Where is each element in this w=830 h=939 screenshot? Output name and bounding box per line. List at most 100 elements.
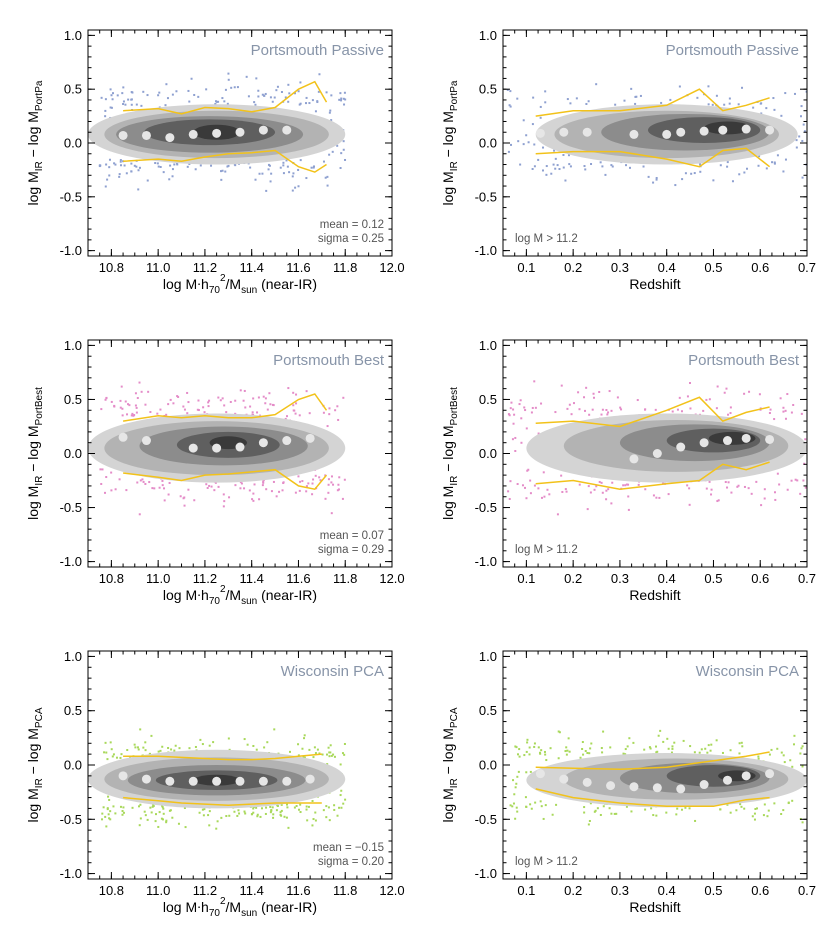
scatter-point bbox=[716, 500, 719, 503]
scatter-point bbox=[303, 756, 306, 759]
scatter-point bbox=[245, 75, 248, 78]
scatter-point bbox=[308, 102, 311, 105]
scatter-point bbox=[243, 738, 246, 741]
scatter-point bbox=[113, 162, 116, 165]
scatter-point bbox=[541, 169, 544, 172]
scatter-point bbox=[299, 811, 302, 814]
scatter-point bbox=[523, 754, 526, 757]
scatter-point bbox=[108, 158, 111, 161]
scatter-point bbox=[537, 432, 540, 435]
scatter-point bbox=[334, 409, 337, 412]
scatter-point bbox=[110, 489, 113, 492]
scatter-point bbox=[208, 744, 211, 747]
scatter-point bbox=[196, 408, 199, 411]
scatter-point bbox=[161, 745, 164, 748]
scatter-point bbox=[740, 805, 743, 808]
y-tick-label: 0.5 bbox=[479, 82, 497, 97]
scatter-point bbox=[557, 757, 560, 760]
scatter-point bbox=[330, 481, 333, 484]
scatter-point bbox=[219, 399, 222, 402]
scatter-point bbox=[508, 414, 511, 417]
median-marker bbox=[165, 133, 175, 143]
scatter-point bbox=[533, 745, 536, 748]
x-tick-label: 11.2 bbox=[193, 571, 217, 586]
scatter-point bbox=[518, 403, 521, 406]
x-label-dot: . bbox=[197, 583, 201, 599]
scatter-point bbox=[330, 94, 333, 97]
scatter-point bbox=[325, 816, 328, 819]
scatter-point bbox=[164, 104, 167, 107]
scatter-point bbox=[222, 493, 225, 496]
scatter-point bbox=[650, 807, 653, 810]
scatter-point bbox=[543, 750, 546, 753]
x-tick-label: 0.4 bbox=[658, 571, 676, 586]
scatter-point bbox=[337, 483, 340, 486]
scatter-point bbox=[311, 799, 314, 802]
scatter-point bbox=[299, 803, 302, 806]
x-tick-label: 11.0 bbox=[146, 260, 170, 275]
scatter-point bbox=[538, 751, 541, 754]
scatter-point bbox=[305, 390, 308, 393]
scatter-point bbox=[344, 98, 347, 101]
scatter-point bbox=[287, 83, 290, 86]
scatter-point bbox=[592, 392, 595, 395]
scatter-point bbox=[773, 491, 776, 494]
scatter-point bbox=[610, 812, 613, 815]
scatter-point bbox=[306, 819, 309, 822]
scatter-point bbox=[339, 92, 342, 95]
scatter-point bbox=[156, 412, 159, 415]
x-axis-label: Redshift bbox=[629, 587, 680, 603]
scatter-point bbox=[737, 484, 740, 487]
scatter-point bbox=[108, 798, 111, 801]
scatter-point bbox=[528, 753, 531, 756]
scatter-point bbox=[252, 492, 255, 495]
scatter-point bbox=[786, 488, 789, 491]
scatter-point bbox=[279, 166, 282, 169]
scatter-point bbox=[299, 480, 302, 483]
scatter-point bbox=[588, 413, 591, 416]
scatter-point bbox=[514, 745, 517, 748]
scatter-point bbox=[566, 749, 569, 752]
y-axis-label: log MIR − log MPortBest bbox=[440, 387, 460, 520]
scatter-point bbox=[137, 748, 140, 751]
scatter-point bbox=[146, 94, 149, 97]
scatter-point bbox=[126, 749, 129, 752]
median-marker bbox=[662, 129, 672, 139]
scatter-point bbox=[158, 91, 161, 94]
scatter-point bbox=[707, 744, 710, 747]
scatter-point bbox=[642, 165, 645, 168]
scatter-point bbox=[336, 489, 339, 492]
scatter-point bbox=[330, 119, 333, 122]
scatter-point bbox=[273, 96, 276, 99]
median-marker bbox=[258, 125, 268, 135]
scatter-point bbox=[799, 752, 802, 755]
scatter-point bbox=[150, 811, 153, 814]
scatter-point bbox=[599, 161, 602, 164]
scatter-point bbox=[706, 751, 709, 754]
scatter-point bbox=[157, 94, 160, 97]
scatter-point bbox=[327, 746, 330, 749]
scatter-point bbox=[295, 393, 298, 396]
scatter-point bbox=[333, 804, 336, 807]
scatter-point bbox=[201, 808, 204, 811]
scatter-point bbox=[514, 449, 517, 452]
scatter-point bbox=[748, 390, 751, 393]
scatter-point bbox=[171, 175, 174, 178]
chart-panel-3: 10.8 11.0 11.2 11.4 11.6 11.8 12.0 -1.0 -0.5 0.0 0… bbox=[25, 338, 405, 607]
median-marker bbox=[652, 783, 662, 793]
scatter-point bbox=[106, 178, 109, 181]
scatter-point bbox=[297, 743, 300, 746]
scatter-point bbox=[262, 480, 265, 483]
scatter-point bbox=[707, 85, 710, 88]
scatter-point bbox=[782, 410, 785, 413]
scatter-point bbox=[552, 163, 555, 166]
scatter-point bbox=[330, 475, 333, 478]
scatter-point bbox=[512, 802, 515, 805]
chart-panel-1: 10.8 11.0 11.2 11.4 11.6 11.8 12.0 -1.0 -0.5 0.0 0… bbox=[25, 28, 405, 296]
scatter-point bbox=[203, 411, 206, 414]
median-markers bbox=[118, 432, 315, 453]
scatter-point bbox=[343, 103, 346, 106]
scatter-point bbox=[800, 747, 803, 750]
scatter-point bbox=[122, 103, 125, 106]
median-marker bbox=[629, 129, 639, 139]
